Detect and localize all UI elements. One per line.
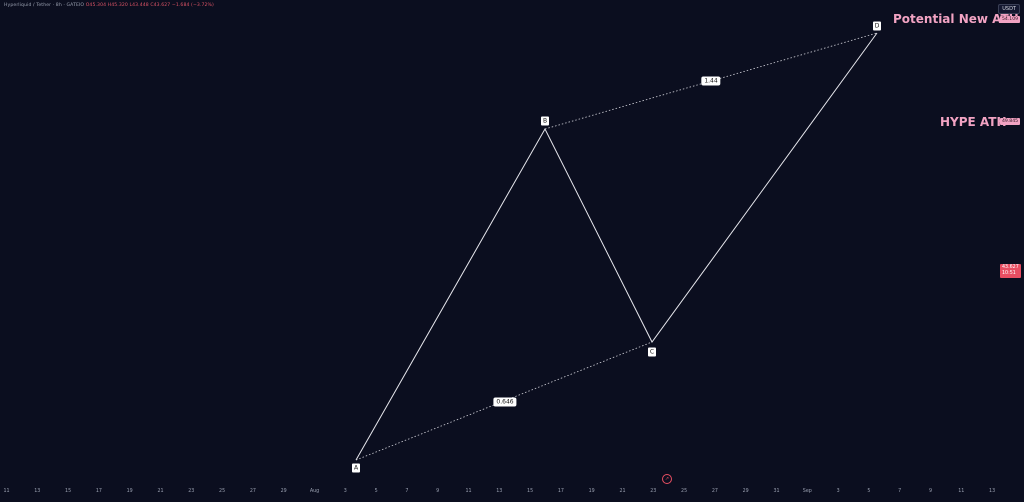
point-b-label[interactable]: B (541, 116, 549, 126)
potential-ath-price-tag: 54.109 (1000, 16, 1021, 23)
x-tick-label: 19 (126, 489, 133, 494)
ratio-cd-label[interactable]: 1.44 (701, 76, 721, 86)
current-price-tag: 43.627 10:51 (1000, 264, 1021, 278)
point-d-label[interactable]: D (873, 21, 881, 31)
point-a-label[interactable]: A (352, 463, 360, 473)
x-tick-label: 21 (157, 489, 164, 494)
current-price: 43.627 (1002, 265, 1019, 270)
x-tick-label: 27 (711, 489, 718, 494)
x-tick-label: 9 (928, 489, 933, 494)
x-tick-label: 7 (405, 489, 409, 494)
x-tick-label: Sep (802, 489, 812, 494)
x-tick-label: 13 (989, 489, 996, 494)
x-tick-label: 11 (3, 489, 10, 494)
x-tick-label: 15 (527, 489, 534, 494)
x-tick-label: 23 (188, 489, 195, 494)
ratio-ab-label[interactable]: 0.646 (493, 397, 517, 407)
x-tick-label: 13 (34, 489, 41, 494)
x-tick-label: 15 (65, 489, 72, 494)
x-tick-label: 21 (619, 489, 626, 494)
x-tick-label: 7 (898, 489, 902, 494)
x-tick-label: 29 (742, 489, 749, 494)
hype-ath-price-tag: 49.845 (1000, 118, 1021, 125)
x-tick-label: 27 (249, 489, 256, 494)
x-tick-label: 17 (557, 489, 564, 494)
symbol-name: Hyperliquid / Tether · 8h · GATEIO (4, 3, 85, 8)
bar-countdown: 10:51 (1002, 271, 1016, 276)
x-tick-label: Aug (309, 489, 320, 494)
hype-ath-label: HYPE ATH (940, 115, 1007, 129)
x-tick-label: 23 (650, 489, 657, 494)
abcd-pattern (355, 32, 878, 461)
x-tick-label: 19 (588, 489, 595, 494)
x-tick-label: 5 (374, 489, 378, 494)
potential-ath-label: Potential New ATH (893, 12, 1019, 26)
x-tick-label: 13 (496, 489, 503, 494)
symbol-header: Hyperliquid / Tether · 8h · GATEIO O45.3… (4, 3, 214, 8)
currency-button[interactable]: USDT (998, 4, 1020, 14)
x-tick-label: 17 (95, 489, 102, 494)
abcd-path (355, 32, 878, 461)
x-tick-label: 25 (219, 489, 226, 494)
tradingview-logo-icon: ↗ (662, 474, 672, 484)
x-tick-label: 9 (436, 489, 440, 494)
ac-dotted-line (355, 341, 653, 461)
point-c-label[interactable]: C (648, 347, 656, 357)
x-tick-label: 11 (465, 489, 472, 494)
x-tick-label: 11 (958, 489, 965, 494)
x-tick-label: 25 (681, 489, 688, 494)
x-tick-label: 31 (773, 489, 780, 494)
x-tick-label: 3 (836, 489, 840, 494)
x-tick-label: 29 (280, 489, 287, 494)
ohlc-values: O45.304 H45.320 L43.448 C43.627 −1.684 (… (85, 3, 214, 8)
x-tick-label: 3 (343, 489, 347, 494)
x-tick-label: 5 (867, 489, 871, 494)
